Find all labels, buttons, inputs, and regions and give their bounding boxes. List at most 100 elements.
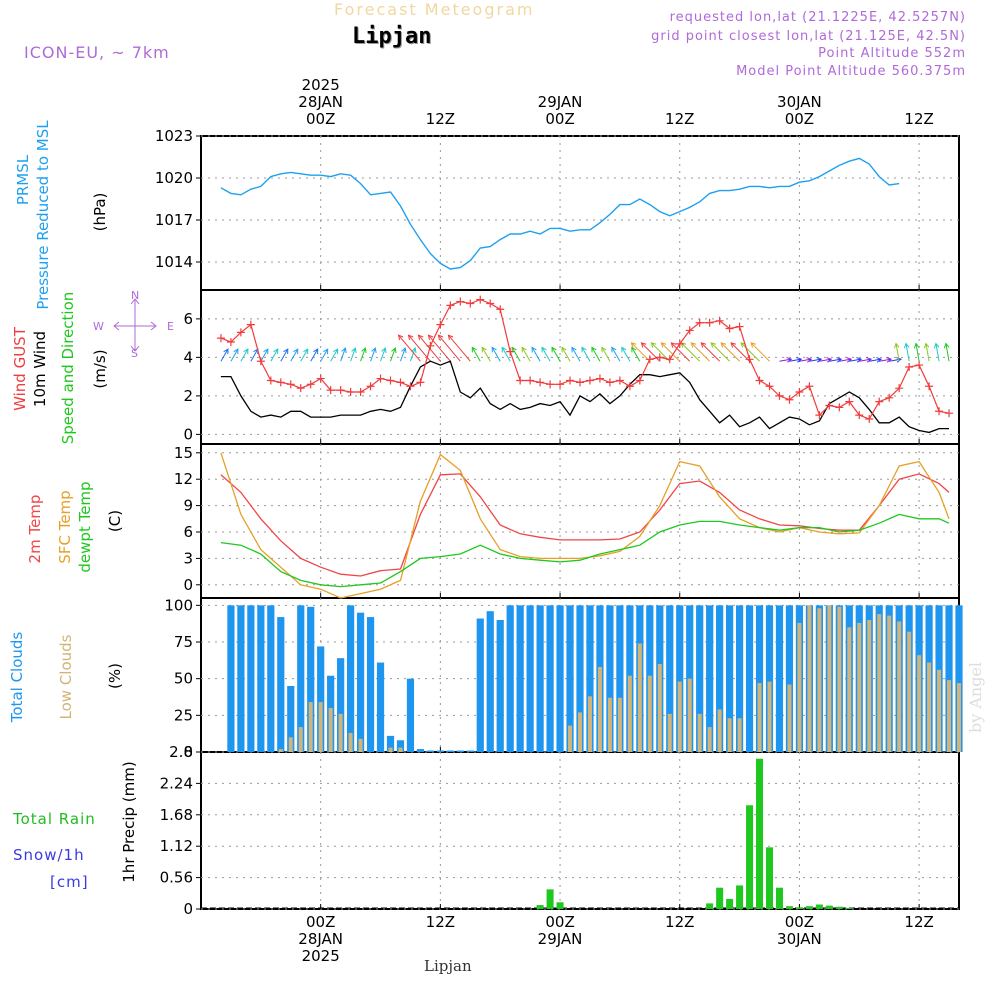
- low-cloud-bar: [867, 620, 872, 752]
- total-cloud-bar: [606, 605, 614, 752]
- rain-bar: [835, 906, 843, 909]
- wind-gust-point: [705, 318, 714, 327]
- bottom-time-label: 12Z: [640, 914, 720, 965]
- wind-gust-point: [935, 407, 944, 416]
- wind-direction-arrow: [220, 348, 229, 362]
- wind-gust-point: [216, 334, 225, 343]
- total-cloud-bar: [955, 605, 963, 752]
- wind-gust-point: [446, 301, 455, 310]
- wind-direction-arrow: [350, 347, 357, 362]
- wind-direction-arrow: [380, 347, 387, 362]
- bottom-time-line1: 00Z: [545, 913, 575, 931]
- wind-direction-arrow: [571, 346, 581, 362]
- wind-gust-point: [925, 382, 934, 391]
- wind-gust-point: [326, 386, 335, 395]
- rain-bar: [746, 805, 754, 909]
- precip-series: [201, 758, 959, 909]
- wind-direction-arrow: [789, 357, 803, 363]
- temp-sfc-line: [220, 452, 950, 599]
- top-time-line3: 00Z: [545, 110, 575, 128]
- rain-bar: [726, 898, 734, 909]
- wind-direction-arrow: [740, 342, 760, 362]
- wind-gust-point: [416, 378, 425, 387]
- rain-bar: [785, 906, 793, 909]
- wind-direction-arrow: [581, 346, 591, 362]
- low-cloud-bar: [398, 747, 403, 752]
- total-cloud-bar: [297, 605, 305, 752]
- low-cloud-bar: [787, 684, 792, 752]
- wind-gust-point: [685, 326, 694, 335]
- wind-gust-point: [585, 376, 594, 385]
- wind-gust-point: [615, 376, 624, 385]
- low-cloud-bar: [917, 655, 922, 752]
- wind-gust-point: [735, 322, 744, 331]
- wind-direction-arrow: [710, 342, 730, 362]
- wind-direction-arrow: [360, 347, 367, 362]
- y-tick-label: 1.68: [160, 806, 193, 824]
- rain-bar: [775, 887, 783, 909]
- total-cloud-bar: [426, 750, 434, 752]
- total-cloud-bar: [456, 750, 464, 752]
- total-cloud-bar: [945, 605, 953, 752]
- total-cloud-bar: [556, 605, 564, 752]
- top-time-line3: 12Z: [425, 110, 456, 128]
- y-tick-label: 25: [174, 706, 193, 724]
- bottom-time-line1: 00Z: [784, 913, 815, 931]
- total-cloud-bar: [466, 750, 474, 752]
- wind-gust-point: [885, 393, 894, 402]
- top-time-label: 30JAN 00Z: [759, 77, 839, 128]
- rain-bar: [546, 889, 554, 909]
- wind-gust-point: [296, 384, 305, 393]
- low-cloud-bar: [388, 747, 393, 752]
- wind-gust-point: [915, 361, 924, 370]
- temperature-series: [220, 452, 950, 599]
- top-time-label: 2025 28JAN 00Z: [281, 77, 361, 128]
- wind-gust-point: [635, 376, 644, 385]
- low-cloud-bar: [707, 727, 712, 752]
- wind-gust-point: [835, 403, 844, 412]
- low-cloud-bar: [348, 732, 353, 752]
- y-tick-label: 2.24: [160, 774, 193, 792]
- wind-gust-point: [765, 382, 774, 391]
- compass-n: N: [131, 289, 140, 302]
- total-cloud-bar: [307, 606, 315, 752]
- wind-direction-arrow: [809, 357, 823, 363]
- wind-direction-arrow: [551, 346, 561, 362]
- wind-gust-point: [595, 374, 604, 383]
- compass-w: W: [93, 320, 104, 333]
- total-cloud-bar: [406, 678, 415, 752]
- y-tick-label: 0: [183, 743, 193, 761]
- wind-direction-arrow: [260, 348, 269, 362]
- low-cloud-bar: [687, 678, 692, 752]
- wind-direction-arrow: [250, 348, 259, 362]
- wind-gust-point: [645, 355, 654, 364]
- top-time-line2: 29JAN: [537, 93, 583, 111]
- total-cloud-bar: [396, 740, 405, 752]
- low-cloud-bar: [797, 622, 802, 752]
- wind-direction-arrow: [240, 348, 249, 362]
- low-cloud-bar: [637, 643, 642, 752]
- low-cloud-bar: [597, 666, 602, 752]
- y-tick-label: 2.8: [169, 743, 193, 761]
- total-cloud-bar: [666, 605, 674, 752]
- total-cloud-bar: [546, 605, 554, 752]
- rain-bar: [795, 907, 803, 909]
- snow-label: Snow/1h: [13, 846, 85, 864]
- wind-gust-point: [775, 391, 784, 400]
- wind-direction-arrow: [471, 346, 481, 362]
- wind-gust-point: [865, 414, 874, 423]
- wind-gust-point: [665, 355, 674, 364]
- wind-gust-point: [466, 299, 475, 308]
- model-label: ICON-EU, ~ 7km: [24, 43, 170, 62]
- wind-direction-arrow: [670, 342, 691, 362]
- wind-gust-point: [785, 395, 794, 404]
- low-cloud-bar: [897, 621, 902, 752]
- panel-wind: 0 2 4 6: [183, 289, 960, 445]
- total-cloud-bar: [287, 686, 295, 752]
- requested-coords: requested lon,lat (21.1225E, 42.5257N): [669, 10, 966, 25]
- wind-direction-arrow: [779, 357, 793, 363]
- total-cloud-bar: [516, 605, 524, 752]
- wind-direction-arrow: [511, 346, 521, 362]
- y-tick-label: 2: [183, 387, 193, 405]
- low-cloud-bar: [657, 664, 662, 752]
